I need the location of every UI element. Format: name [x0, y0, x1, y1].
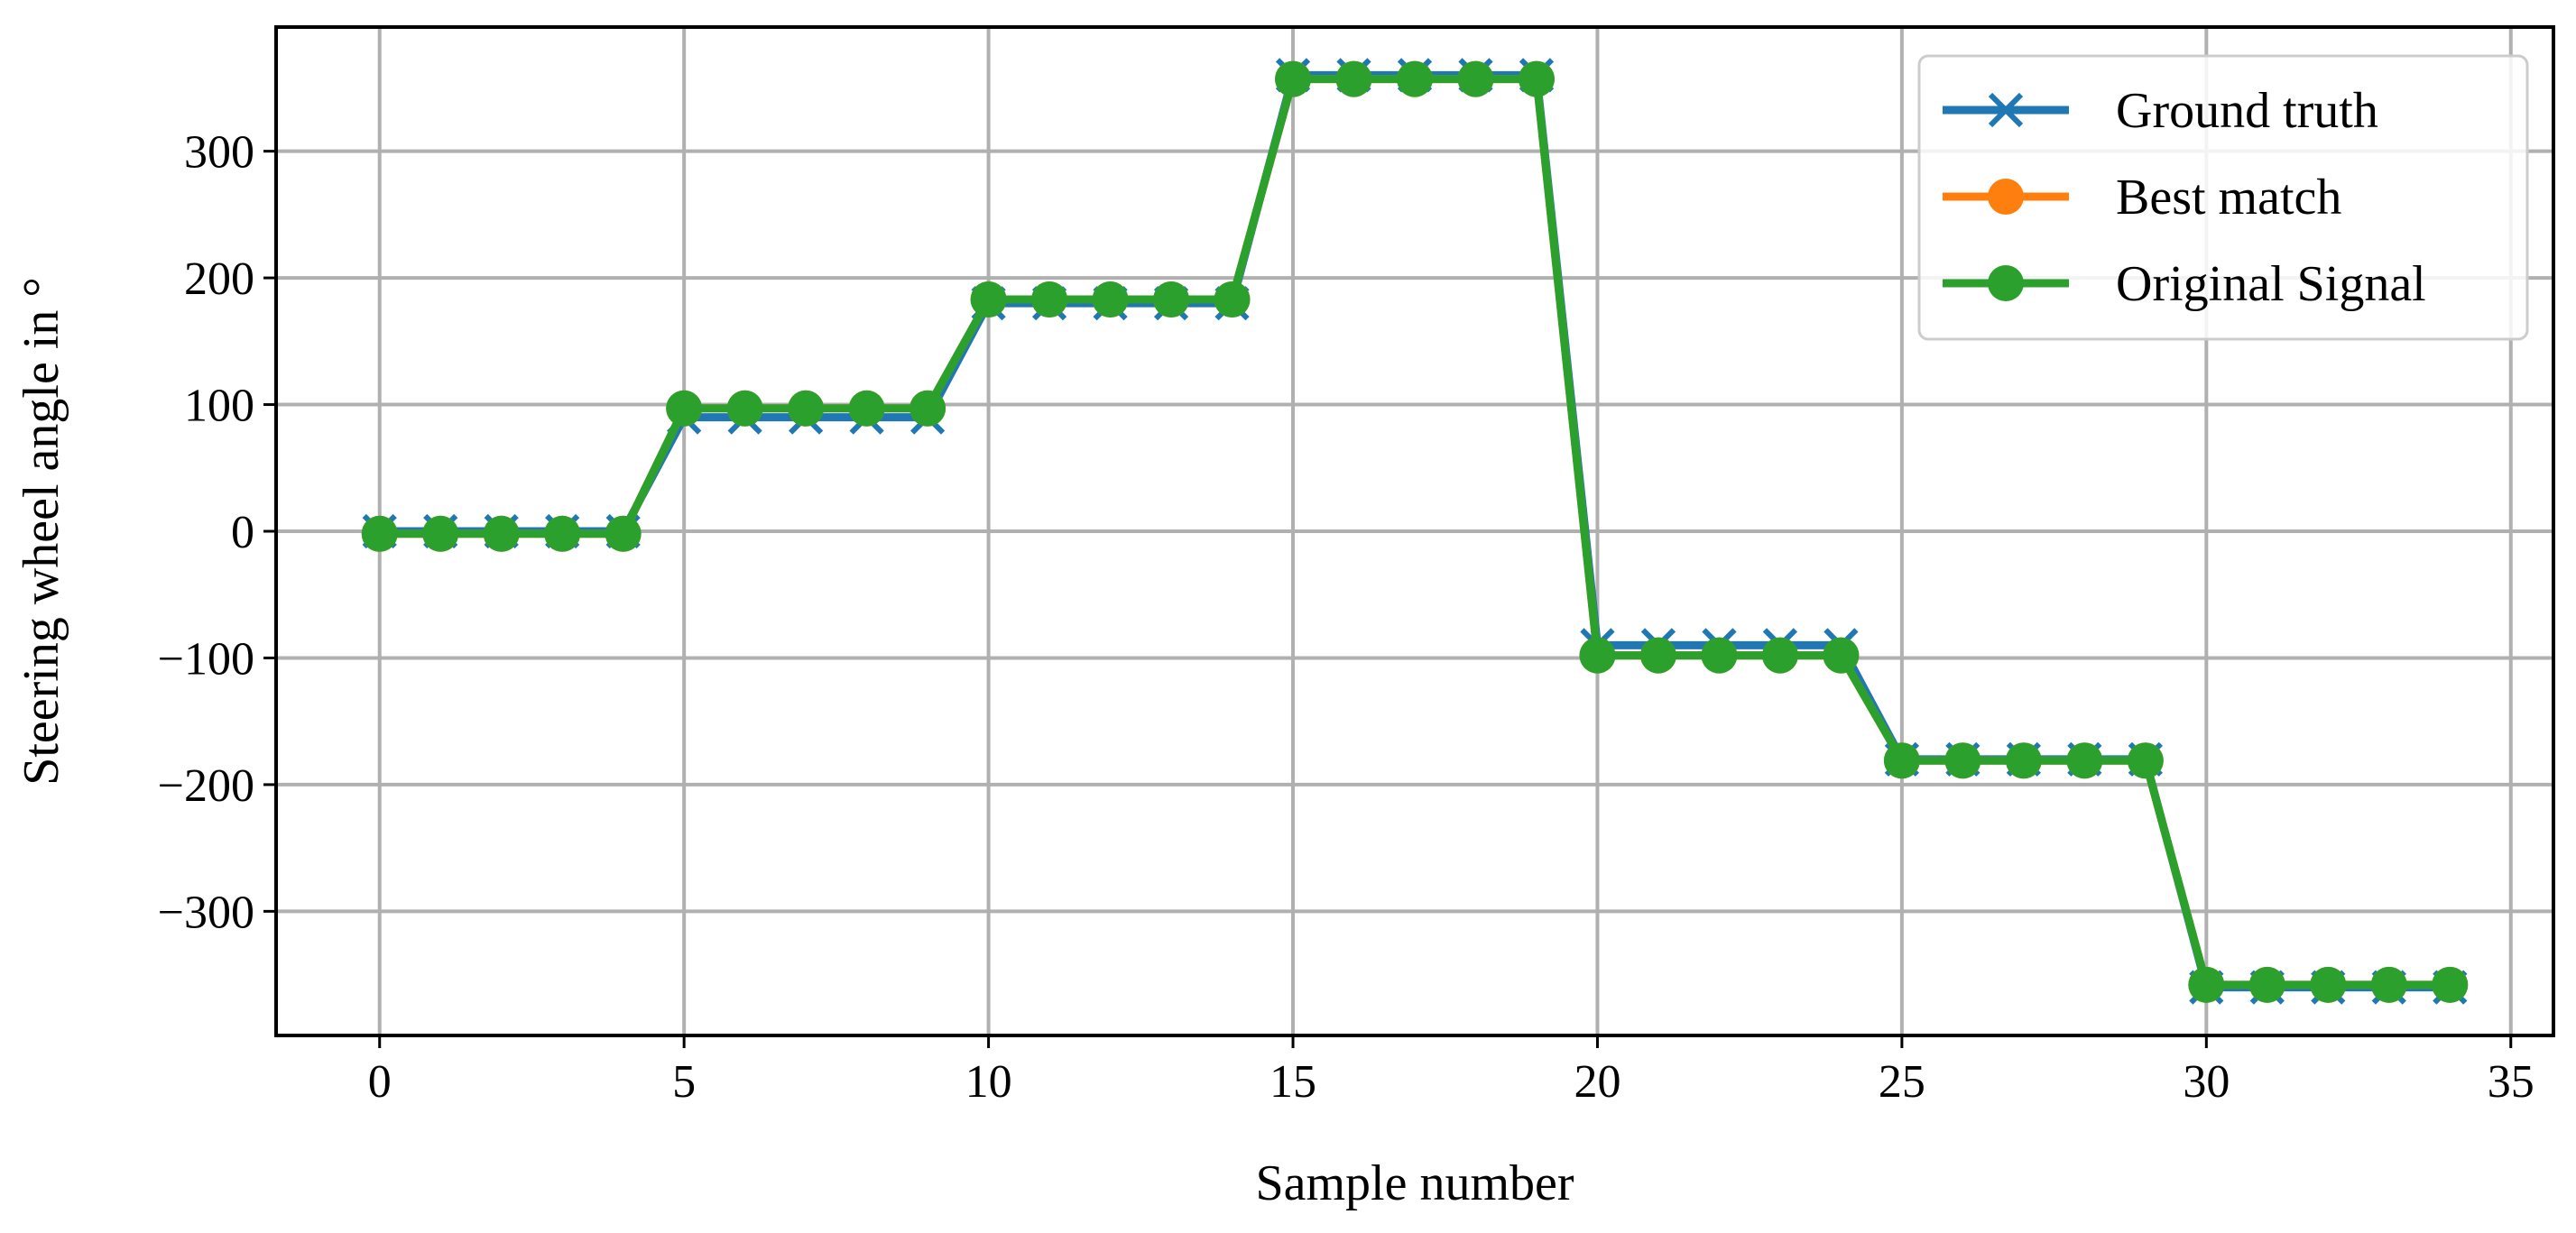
original-signal-marker: [788, 390, 825, 427]
original-signal-marker: [970, 281, 1007, 317]
x-axis-label: Sample number: [1255, 1155, 1574, 1211]
x-tick-label: 35: [2488, 1056, 2534, 1108]
original-signal-marker: [1275, 60, 1312, 97]
y-tick-label: −300: [158, 887, 254, 938]
y-tick-label: 100: [184, 381, 254, 432]
original-signal-marker: [1518, 60, 1555, 97]
original-signal-marker: [1701, 637, 1738, 674]
legend-item-ground-truth: Ground truth: [1943, 83, 2378, 139]
original-signal-marker: [909, 390, 946, 427]
y-axis-label: Steering wheel angle in °: [14, 277, 69, 786]
legend-original-signal-marker: [1988, 265, 2024, 301]
legend-label: Best match: [2116, 170, 2341, 225]
original-signal-marker: [1214, 281, 1251, 317]
original-signal-marker: [1944, 742, 1981, 779]
original-signal-marker: [2005, 742, 2042, 779]
y-tick-label: 200: [184, 253, 254, 305]
original-signal-marker: [1153, 281, 1190, 317]
legend-item-best-match: Best match: [1943, 170, 2341, 225]
x-tick-label: 20: [1574, 1056, 1620, 1108]
original-signal-marker: [361, 515, 398, 552]
original-signal-marker: [605, 515, 642, 552]
y-axis: −300 −200 −100 0 100 200 300: [158, 127, 276, 938]
original-signal-marker: [2188, 966, 2225, 1003]
y-tick-label: −200: [158, 760, 254, 812]
original-signal-marker: [1761, 637, 1798, 674]
x-tick-label: 30: [2183, 1056, 2230, 1108]
x-tick-label: 5: [672, 1056, 696, 1108]
original-signal-marker: [1823, 637, 1860, 674]
original-signal-marker: [544, 515, 581, 552]
x-tick-label: 25: [1879, 1056, 1925, 1108]
original-signal-marker: [1457, 60, 1494, 97]
original-signal-marker: [848, 390, 885, 427]
legend-best-match-marker: [1988, 179, 2024, 215]
y-tick-label: −100: [158, 633, 254, 685]
original-signal-marker: [2248, 966, 2285, 1003]
x-tick-label: 10: [965, 1056, 1012, 1108]
original-signal-marker: [1639, 637, 1676, 674]
y-tick-label: 300: [184, 127, 254, 179]
original-signal-marker: [2127, 742, 2164, 779]
original-signal-marker: [1335, 60, 1372, 97]
legend-ground-truth-marker: [1988, 92, 2024, 128]
legend-label: Original Signal: [2116, 256, 2426, 312]
legend-box: [1917, 54, 2529, 341]
original-signal-marker: [2432, 966, 2469, 1003]
original-signal-marker: [483, 515, 520, 552]
original-signal-marker: [726, 390, 763, 427]
x-tick-label: 15: [1270, 1056, 1316, 1108]
original-signal-marker: [422, 515, 459, 552]
y-tick-label: 0: [231, 507, 254, 558]
original-signal-marker: [666, 390, 703, 427]
series-original-signal: [361, 60, 2469, 1003]
original-signal-marker: [2310, 966, 2347, 1003]
x-tick-label: 0: [368, 1056, 392, 1108]
x-axis: 0 5 10 15 20 25 30 35: [368, 1035, 2534, 1108]
legend-label: Ground truth: [2116, 83, 2378, 139]
original-signal-marker: [1031, 281, 1068, 317]
original-signal-marker: [2066, 742, 2103, 779]
original-signal-marker: [1883, 742, 1920, 779]
original-signal-marker: [1092, 281, 1129, 317]
original-signal-marker: [1397, 60, 1433, 97]
series-layer: [361, 58, 2469, 1005]
legend: Ground truth Best match Original Signal: [1917, 54, 2529, 341]
legend-item-original-signal: Original Signal: [1943, 256, 2426, 312]
original-signal-marker: [1579, 637, 1616, 674]
original-signal-marker: [2370, 966, 2407, 1003]
